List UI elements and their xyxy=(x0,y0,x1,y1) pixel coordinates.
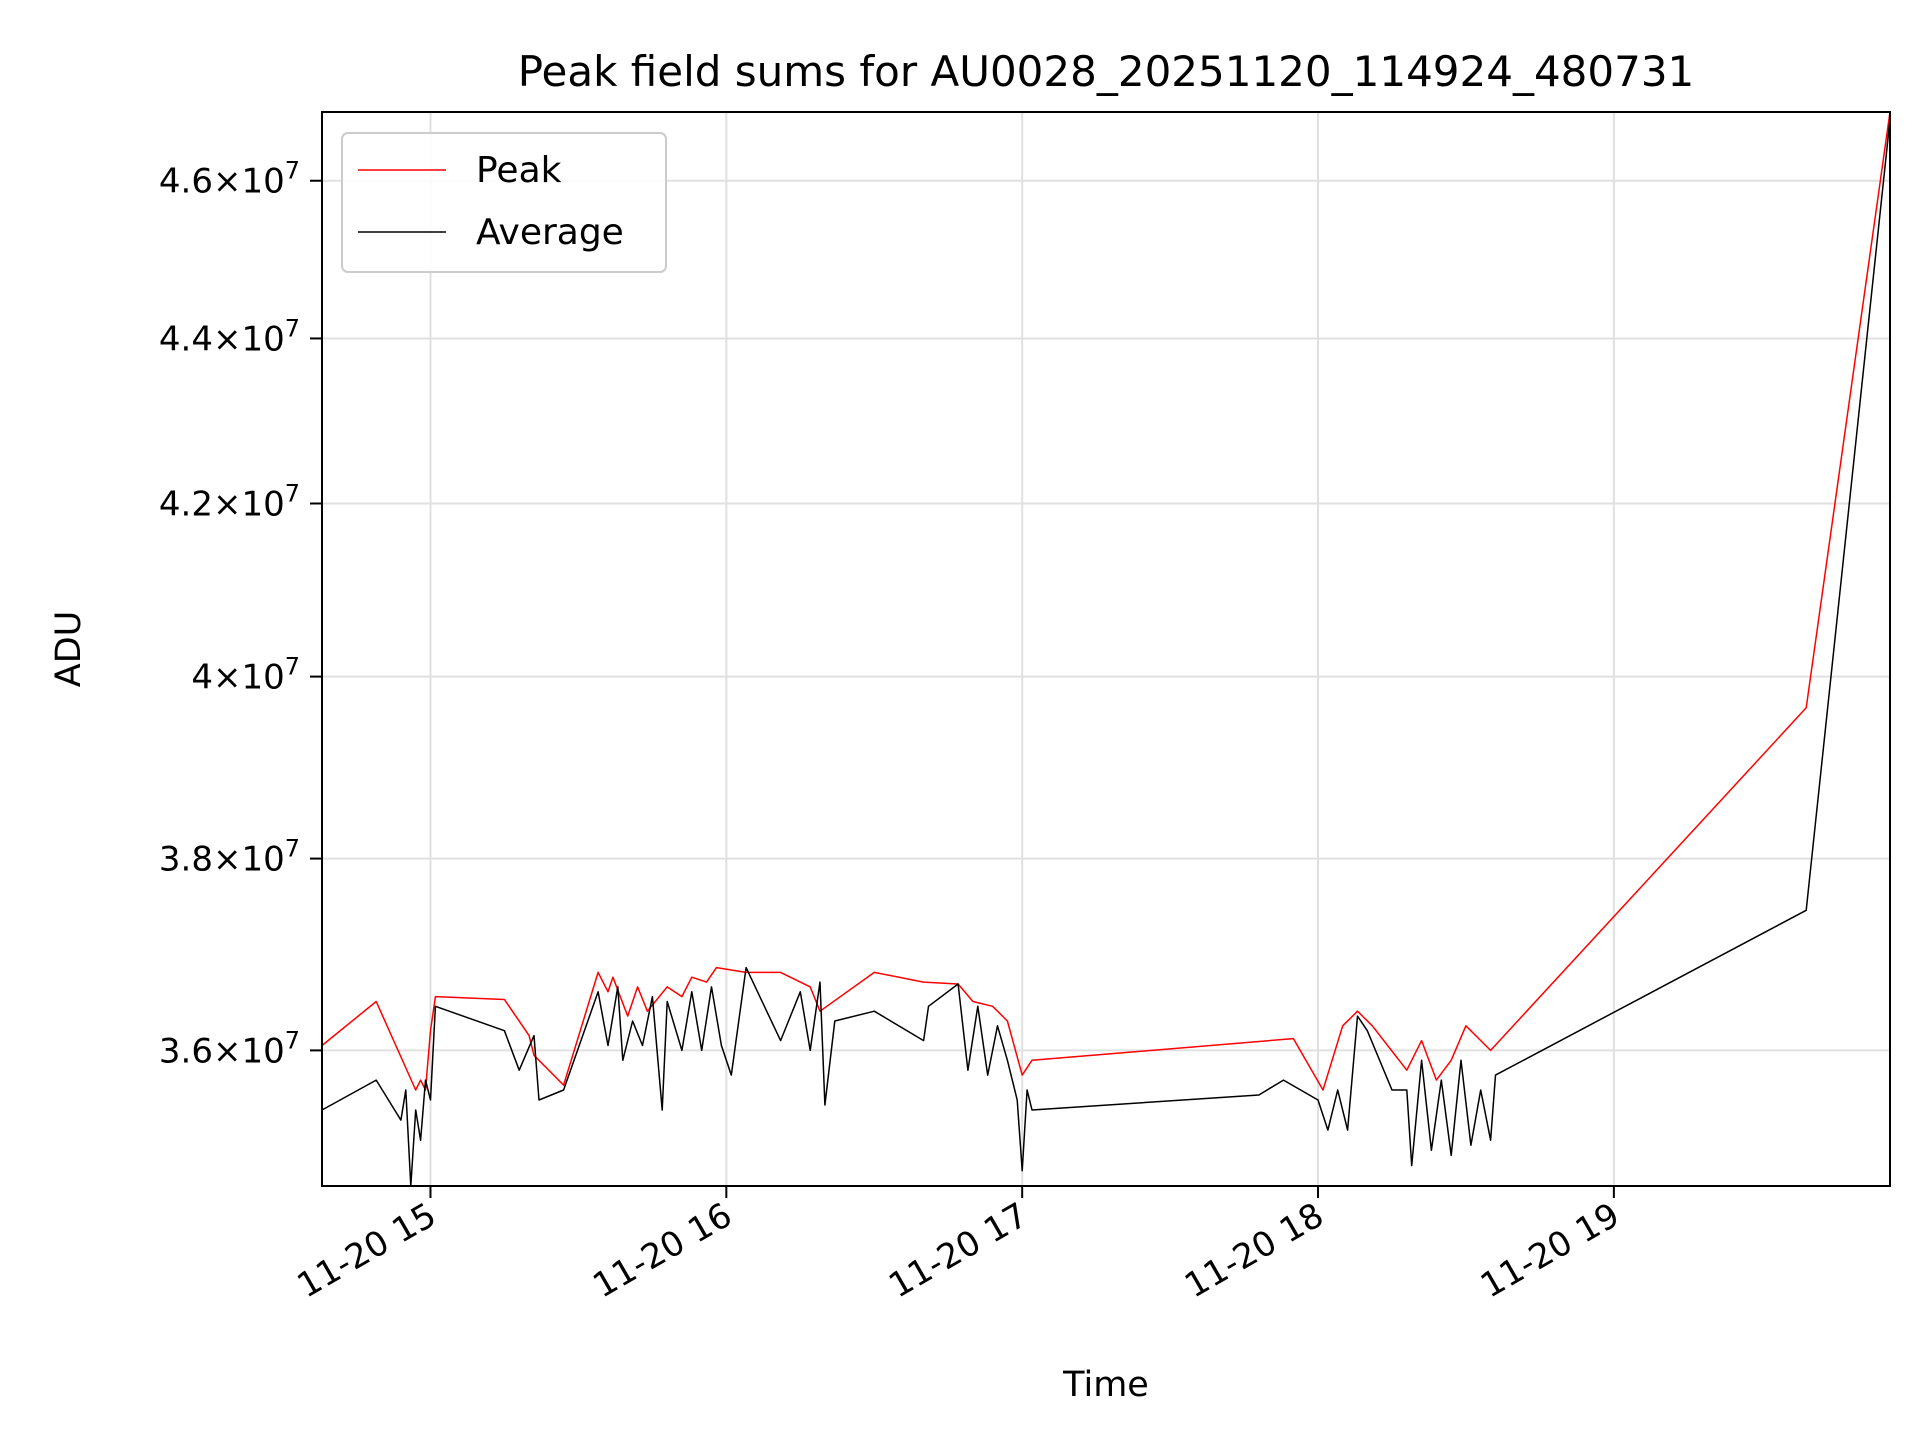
y-tick-label: 3.8×107 xyxy=(159,835,300,880)
x-axis-ticks: 11-20 15 11-20 16 11-20 17 11-20 18 11-20 19 xyxy=(291,1186,1626,1306)
y-tick-exponent: 7 xyxy=(285,1026,300,1054)
chart-title: Peak field sums for AU0028_20251120_1149… xyxy=(518,47,1695,96)
y-tick-mantissa: 3.6 xyxy=(159,1031,213,1071)
plot-area-frame xyxy=(321,111,1891,1187)
y-tick-exponent: 7 xyxy=(285,314,300,342)
y-tick-mantissa: 3.8 xyxy=(159,840,213,880)
legend-box xyxy=(341,132,667,273)
y-tick-exponent: 7 xyxy=(285,479,300,507)
legend-label-peak: Peak xyxy=(476,150,562,191)
y-tick-label: 3.6×107 xyxy=(159,1026,300,1071)
x-tick-label: 11-20 15 xyxy=(291,1195,443,1306)
y-tick-mantissa: 4.6 xyxy=(159,162,213,202)
y-tick-label: 4×107 xyxy=(191,653,300,698)
x-tick-label: 11-20 18 xyxy=(1178,1195,1330,1306)
x-tick-label: 11-20 17 xyxy=(882,1195,1034,1306)
x-tick-label: 11-20 16 xyxy=(586,1195,738,1306)
series-line-average xyxy=(321,119,1891,1187)
series-line-peak xyxy=(321,111,1891,1091)
y-tick-label: 4.4×107 xyxy=(159,314,300,359)
grid-lines xyxy=(322,112,1890,1186)
legend-label-average: Average xyxy=(476,212,624,253)
y-tick-mantissa: 4.4 xyxy=(159,319,213,359)
x-tick-label: 11-20 19 xyxy=(1474,1195,1626,1306)
y-tick-mantissa: 4.2 xyxy=(159,484,213,524)
y-tick-mantissa: 4 xyxy=(191,658,213,698)
y-tick-exponent: 7 xyxy=(285,157,300,185)
y-tick-label: 4.2×107 xyxy=(159,479,300,524)
y-tick-label: 4.6×107 xyxy=(159,157,300,202)
y-axis-label: ADU xyxy=(49,611,89,688)
series-lines xyxy=(321,111,1891,1187)
y-tick-exponent: 7 xyxy=(285,653,300,681)
y-axis-ticks: 3.6×107 3.8×107 4×107 4.2×107 4.4×107 4.6×107 xyxy=(159,157,322,1071)
y-tick-exponent: 7 xyxy=(285,835,300,863)
legend: Peak Average xyxy=(341,132,667,273)
x-axis-label: Time xyxy=(1062,1365,1149,1405)
